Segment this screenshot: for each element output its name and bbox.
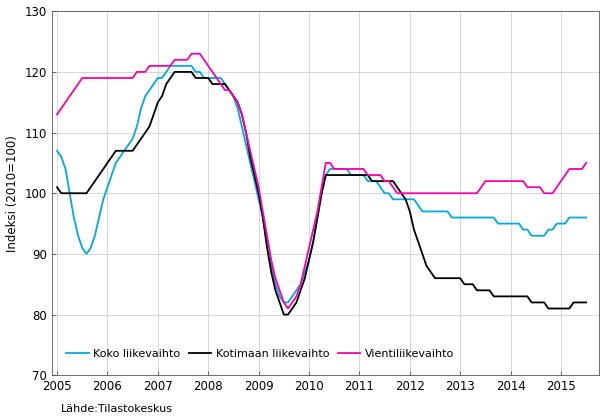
Koko liikevaihto	[397, 197, 405, 202]
Vientiliikevaihto	[553, 185, 560, 190]
Vientiliikevaihto	[53, 112, 60, 117]
Vientiliikevaihto	[507, 178, 514, 183]
Vientiliikevaihto	[368, 173, 376, 178]
Kotimaan liikevaihto	[397, 191, 405, 196]
Text: Lähde:Tilastokeskus: Lähde:Tilastokeskus	[60, 404, 172, 414]
Kotimaan liikevaihto	[53, 185, 60, 190]
Vientiliikevaihto	[377, 173, 384, 178]
Vientiliikevaihto	[188, 51, 195, 56]
Koko liikevaihto	[553, 221, 560, 226]
Kotimaan liikevaihto	[79, 191, 86, 196]
Koko liikevaihto	[79, 245, 86, 250]
Kotimaan liikevaihto	[583, 300, 590, 305]
Vientiliikevaihto	[284, 306, 292, 311]
Kotimaan liikevaihto	[553, 306, 560, 311]
Kotimaan liikevaihto	[280, 312, 287, 317]
Line: Vientiliikevaihto: Vientiliikevaihto	[57, 54, 586, 309]
Vientiliikevaihto	[79, 75, 86, 80]
Line: Kotimaan liikevaihto: Kotimaan liikevaihto	[57, 72, 586, 314]
Koko liikevaihto	[583, 215, 590, 220]
Y-axis label: Indeksi (2010=100): Indeksi (2010=100)	[6, 135, 19, 252]
Kotimaan liikevaihto	[377, 178, 384, 183]
Vientiliikevaihto	[397, 191, 405, 196]
Koko liikevaihto	[167, 63, 174, 68]
Kotimaan liikevaihto	[368, 178, 376, 183]
Legend: Koko liikevaihto, Kotimaan liikevaihto, Vientiliikevaihto: Koko liikevaihto, Kotimaan liikevaihto, …	[63, 346, 457, 362]
Line: Koko liikevaihto: Koko liikevaihto	[57, 66, 586, 302]
Kotimaan liikevaihto	[171, 69, 178, 74]
Koko liikevaihto	[377, 185, 384, 190]
Vientiliikevaihto	[583, 161, 590, 166]
Koko liikevaihto	[53, 148, 60, 153]
Koko liikevaihto	[280, 300, 287, 305]
Koko liikevaihto	[368, 178, 376, 183]
Kotimaan liikevaihto	[507, 294, 514, 299]
Koko liikevaihto	[507, 221, 514, 226]
